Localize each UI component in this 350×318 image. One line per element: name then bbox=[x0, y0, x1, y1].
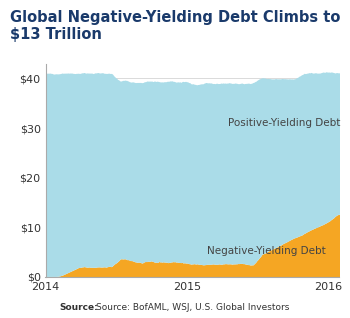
Text: Positive-Yielding Debt: Positive-Yielding Debt bbox=[228, 118, 340, 128]
Text: Source:: Source: bbox=[60, 303, 98, 312]
Text: Global Negative-Yielding Debt Climbs to $13 Trillion: Global Negative-Yielding Debt Climbs to … bbox=[10, 10, 341, 42]
Text: Negative-Yielding Debt: Negative-Yielding Debt bbox=[207, 246, 326, 256]
Text: Source: BofAML, WSJ, U.S. Global Investors: Source: BofAML, WSJ, U.S. Global Investo… bbox=[96, 303, 289, 312]
